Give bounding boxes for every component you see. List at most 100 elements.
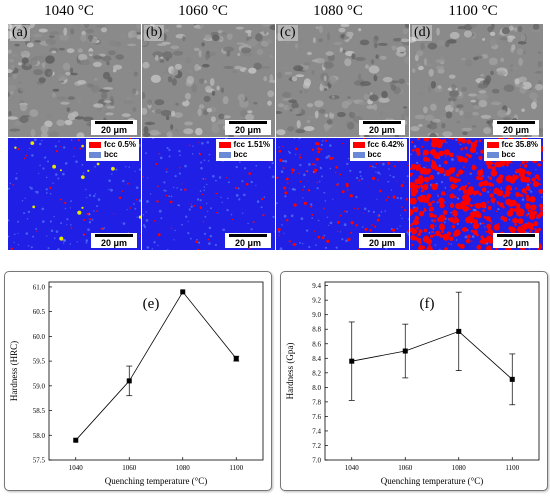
y-tick-label: 8.6 — [312, 340, 321, 348]
y-tick-label: 59.0 — [33, 382, 46, 390]
y-tick-label: 9.0 — [312, 311, 321, 319]
x-tick-label: 1060 — [398, 464, 413, 472]
y-tick-label: 7.8 — [312, 398, 321, 406]
fcc-swatch — [88, 141, 101, 148]
scale-bar-label: 20 μm — [502, 238, 530, 248]
temp-label-1060: 1060 °C — [178, 3, 228, 19]
data-point — [73, 437, 79, 443]
temp-label-1080: 1080 °C — [313, 3, 363, 19]
panel-tag-a: (a) — [10, 25, 30, 41]
data-point — [180, 289, 186, 295]
y-tick-label: 8.8 — [312, 326, 321, 334]
y-tick-label: 7.6 — [312, 413, 321, 421]
y-tick-label: 58.0 — [33, 432, 46, 440]
bcc-swatch — [486, 151, 499, 158]
panel-tag-d: (d) — [412, 25, 433, 41]
scale-bar: 20 μm — [359, 120, 405, 135]
y-tick-label: 9.2 — [312, 297, 321, 305]
scale-bar-label: 20 μm — [502, 125, 530, 135]
ebsd-phase-map-1080: fcc 6.42% bcc 20 μm — [276, 138, 409, 250]
x-tick-label: 1100 — [505, 464, 519, 472]
fcc-swatch — [486, 141, 499, 148]
y-tick-label: 60.0 — [33, 333, 46, 341]
sem-texture — [142, 24, 275, 137]
data-point — [126, 378, 132, 384]
bcc-label: bcc — [233, 150, 248, 159]
series-line — [75, 291, 237, 441]
chart-hardness-gpa: 7.0 7.2 7.4 7.6 7.8 8.0 8.2 8.4 8.6 8.8 9.0 9.2 9.4 1… — [280, 271, 548, 491]
bcc-label: bcc — [367, 150, 382, 159]
phase-legend: fcc 35.8% bcc — [483, 139, 541, 161]
x-tick-label: 1060 — [122, 464, 137, 472]
plot-area — [324, 281, 540, 461]
data-point — [509, 376, 515, 382]
scale-bar: 20 μm — [225, 120, 271, 135]
y-tick-label: 9.4 — [312, 282, 321, 290]
chart-hardness-hrc: 57.5 58.0 58.5 59.0 59.5 60.0 60.5 61.0 1040 1060… — [4, 271, 272, 491]
x-axis-label: Quenching temperature (°C) — [381, 476, 484, 486]
ebsd-phase-map-1040: fcc 0.5% bcc 20 μm — [8, 138, 141, 250]
sem-micrograph-a: (a) 20 μm — [8, 24, 141, 137]
data-point — [456, 328, 462, 334]
fcc-label: fcc 35.8% — [501, 140, 538, 149]
x-tick-label: 1080 — [176, 464, 191, 472]
scale-bar: 20 μm — [493, 120, 539, 135]
y-tick-label: 57.5 — [33, 457, 46, 465]
bcc-swatch — [218, 151, 231, 158]
scale-bar: 20 μm — [225, 233, 271, 248]
y-tick-label: 8.2 — [312, 369, 321, 377]
sem-micrograph-d: (d) 20 μm — [410, 24, 543, 137]
scale-bar-label: 20 μm — [100, 125, 128, 135]
bcc-label: bcc — [501, 150, 516, 159]
chart-hardness-hrc-svg: 57.5 58.0 58.5 59.0 59.5 60.0 60.5 61.0 1040 1060… — [9, 281, 264, 486]
bcc-label: bcc — [103, 150, 118, 159]
fcc-label: fcc 0.5% — [103, 140, 136, 149]
sem-micrograph-b: (b) 20 μm — [142, 24, 275, 137]
x-tick-label: 1080 — [452, 464, 467, 472]
x-axis-label: Quenching temperature (°C) — [105, 476, 208, 486]
y-tick-label: 8.0 — [312, 384, 321, 392]
bcc-swatch — [88, 151, 101, 158]
scale-bar: 20 μm — [91, 233, 137, 248]
temp-label-1040: 1040 °C — [44, 3, 94, 19]
y-tick-label: 58.5 — [33, 407, 46, 415]
y-tick-label: 59.5 — [33, 358, 46, 366]
x-tick-label: 1100 — [229, 464, 243, 472]
scale-bar-label: 20 μm — [368, 125, 396, 135]
fcc-swatch — [352, 141, 365, 148]
x-tick-label: 1040 — [69, 464, 84, 472]
ebsd-phase-map-1100: fcc 35.8% bcc 20 μm — [410, 138, 543, 250]
y-tick-label: 7.2 — [312, 442, 321, 450]
scale-bar: 20 μm — [493, 233, 539, 248]
sem-texture — [276, 24, 409, 137]
scale-bar: 20 μm — [91, 120, 137, 135]
plot-area — [48, 281, 264, 461]
panel-label: (e) — [143, 296, 160, 312]
ebsd-phase-map-1060: fcc 1.51% bcc 20 μm — [142, 138, 275, 250]
scale-bar-label: 20 μm — [100, 238, 128, 248]
phase-map-dots — [276, 138, 409, 250]
scale-bar: 20 μm — [359, 233, 405, 248]
y-tick-label: 8.4 — [312, 355, 321, 363]
y-axis-label: Hardness (HRC) — [9, 341, 19, 401]
temp-label-1100: 1100 °C — [448, 3, 498, 19]
bcc-swatch — [352, 151, 365, 158]
fcc-label: fcc 1.51% — [233, 140, 270, 149]
panel-label: (f) — [420, 296, 435, 312]
sem-texture — [8, 24, 141, 137]
phase-legend: fcc 1.51% bcc — [215, 139, 273, 161]
scale-bar-label: 20 μm — [368, 238, 396, 248]
phase-legend: fcc 0.5% bcc — [85, 139, 139, 161]
sem-texture — [410, 24, 543, 137]
scale-bar-label: 20 μm — [234, 238, 262, 248]
phase-legend: fcc 6.42% bcc — [349, 139, 407, 161]
data-point — [349, 358, 355, 364]
scale-bar-label: 20 μm — [234, 125, 262, 135]
fcc-swatch — [218, 141, 231, 148]
y-tick-label: 61.0 — [33, 283, 46, 291]
panel-tag-c: (c) — [278, 25, 298, 41]
series-line — [351, 330, 513, 380]
panel-tag-b: (b) — [144, 25, 165, 41]
y-tick-label: 7.4 — [312, 427, 321, 435]
data-point — [233, 356, 239, 362]
